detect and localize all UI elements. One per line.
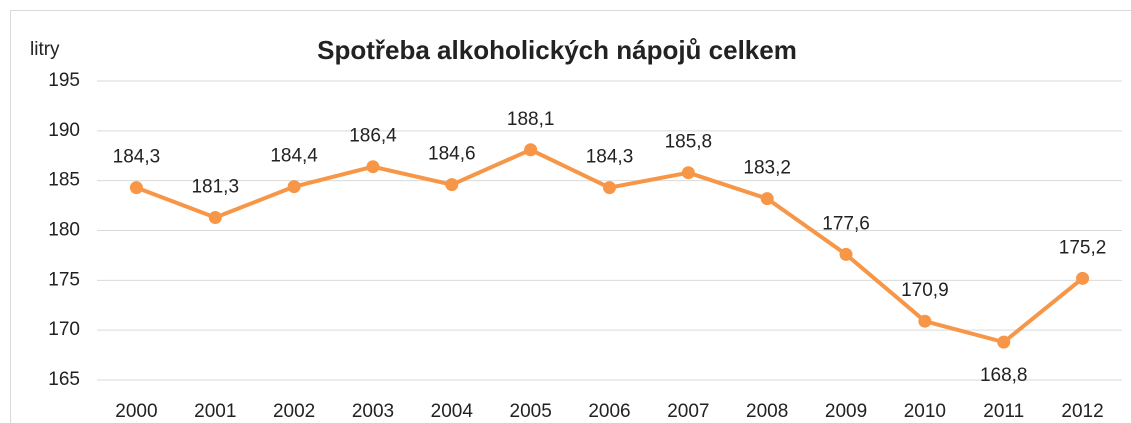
data-point — [129, 181, 143, 195]
data-point — [366, 160, 380, 174]
data-label: 184,3 — [113, 147, 161, 168]
data-point — [681, 166, 695, 180]
data-label: 183,2 — [743, 158, 791, 179]
data-point — [445, 178, 459, 192]
y-axis-label: litry — [30, 39, 60, 60]
data-label: 185,8 — [665, 132, 713, 153]
x-tick-label: 2003 — [352, 401, 394, 422]
data-label: 177,6 — [822, 213, 870, 234]
data-label: 184,6 — [428, 144, 476, 165]
y-tick-label: 170 — [48, 319, 80, 340]
x-tick-label: 2009 — [825, 401, 867, 422]
data-label: 184,3 — [586, 147, 634, 168]
data-label: 184,4 — [270, 146, 318, 167]
data-point — [287, 180, 301, 194]
data-point — [997, 335, 1011, 349]
data-label: 170,9 — [901, 280, 949, 301]
x-tick-label: 2006 — [588, 401, 630, 422]
x-tick-label: 2012 — [1061, 401, 1103, 422]
y-tick-label: 175 — [48, 269, 80, 290]
data-label: 186,4 — [349, 126, 397, 147]
data-point — [918, 314, 932, 328]
x-tick-label: 2008 — [746, 401, 788, 422]
x-tick-label: 2000 — [115, 401, 157, 422]
x-tick-label: 2001 — [194, 401, 236, 422]
y-tick-label: 190 — [48, 120, 80, 141]
x-tick-label: 2002 — [273, 401, 315, 422]
y-tick-label: 180 — [48, 220, 80, 241]
data-label: 175,2 — [1059, 237, 1107, 258]
y-tick-label: 165 — [48, 369, 80, 390]
data-point — [603, 181, 616, 195]
data-line — [135, 147, 1084, 345]
data-point — [208, 211, 222, 225]
data-label: 168,8 — [980, 365, 1028, 386]
data-label: 188,1 — [507, 109, 555, 130]
data-point — [760, 192, 774, 206]
x-tick-label: 2007 — [667, 401, 709, 422]
data-point — [524, 143, 538, 157]
data-point — [839, 247, 853, 261]
y-tick-label: 185 — [48, 170, 80, 191]
x-tick-label: 2010 — [904, 401, 946, 422]
data-label: 181,3 — [191, 177, 239, 198]
x-tick-label: 2011 — [983, 401, 1024, 422]
chart-title: Spotřeba alkoholických nápojů celkem — [317, 35, 797, 65]
x-tick-label: 2004 — [431, 401, 474, 422]
y-tick-label: 195 — [48, 70, 80, 91]
x-tick-label: 2005 — [510, 401, 552, 422]
data-point — [1076, 271, 1090, 285]
chart-frame — [10, 10, 1131, 423]
